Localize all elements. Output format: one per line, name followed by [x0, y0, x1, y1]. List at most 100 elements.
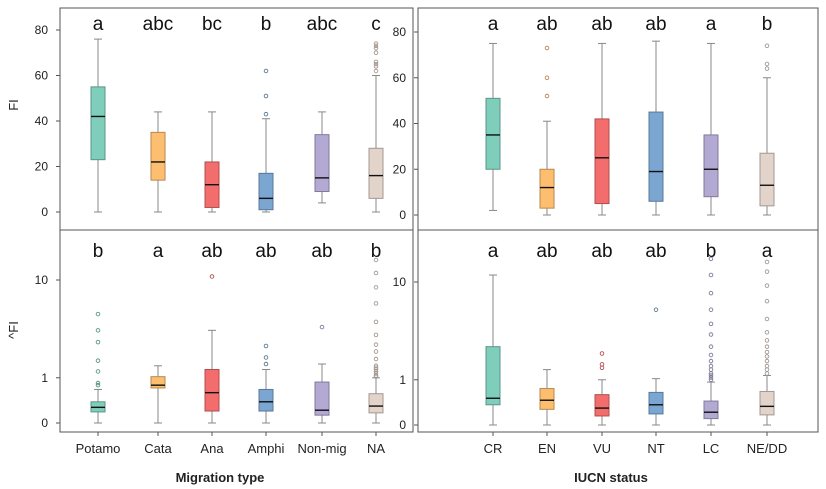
boxplot-bottom-left: 0 1 10 b Potamo a Cata ab Ana ab Amphi ab Non-mig b NA	[35, 241, 386, 456]
x-tick-label: Non-mig	[297, 441, 346, 456]
box-iqr	[703, 134, 719, 198]
box-iqr	[150, 376, 166, 389]
box-iqr	[594, 118, 610, 205]
box-cr	[485, 42, 501, 211]
significance-letter: b	[371, 241, 382, 262]
box-vu	[594, 42, 610, 216]
outlier-point	[544, 45, 550, 51]
outlier-point	[708, 256, 714, 262]
outlier-point	[373, 285, 379, 290]
outlier-point	[708, 352, 714, 358]
box-iqr	[368, 393, 384, 414]
significance-letter: a	[93, 14, 104, 35]
box-iqr	[648, 111, 664, 202]
box-non-mig	[314, 324, 330, 424]
significance-letter: a	[762, 241, 773, 262]
box-iqr	[485, 97, 501, 170]
outlier-point	[373, 64, 379, 69]
outlier-point	[373, 365, 379, 370]
outlier-point	[599, 362, 605, 367]
outlier-point	[373, 270, 379, 276]
box-iqr	[539, 388, 555, 410]
outlier-point	[708, 272, 714, 278]
outlier-point	[708, 363, 714, 369]
outlier-point	[95, 328, 101, 333]
significance-letter: c	[371, 14, 381, 35]
significance-letter: a	[706, 14, 717, 35]
outlier-point	[764, 358, 770, 364]
x-tick-label: Cata	[144, 441, 172, 456]
box-iqr	[150, 131, 166, 181]
outlier-point	[95, 339, 101, 345]
x-tick-label: NE/DD	[747, 441, 787, 456]
outlier-point	[764, 330, 770, 335]
box-en	[539, 45, 555, 216]
box-iqr	[759, 390, 775, 416]
outlier-point	[708, 307, 714, 312]
y-tick-label: 0	[399, 208, 406, 222]
y-tick-label: 0	[41, 205, 48, 219]
outlier-point	[708, 344, 714, 349]
panel-frame-top-left	[59, 7, 414, 231]
significance-letter: ab	[591, 14, 612, 35]
outlier-point	[708, 290, 714, 296]
y-tick-label: 40	[393, 117, 407, 131]
outlier-point	[373, 363, 379, 369]
significance-letter: b	[706, 241, 717, 262]
outlier-point	[764, 269, 770, 274]
box-amphi	[258, 68, 274, 213]
box-nt	[648, 40, 664, 216]
outlier-point	[764, 354, 770, 359]
outlier-point	[373, 68, 379, 74]
x-tick-label: NA	[367, 441, 385, 456]
outlier-point	[764, 61, 770, 67]
y-tick-label: 1	[399, 373, 406, 387]
box-amphi	[258, 343, 274, 424]
outlier-point	[764, 43, 770, 48]
box-ne-dd	[759, 259, 775, 426]
outlier-point	[373, 301, 379, 306]
outlier-point	[209, 274, 215, 279]
outlier-point	[373, 41, 379, 46]
outlier-point	[373, 59, 379, 65]
significance-letter: b	[762, 14, 773, 35]
box-iqr	[258, 388, 274, 412]
significance-letter: ab	[536, 14, 557, 35]
box-cata	[150, 365, 166, 424]
significance-letter: ab	[311, 241, 332, 262]
x-tick-label: Ana	[200, 441, 224, 456]
significance-letter: a	[153, 241, 164, 262]
outlier-point	[708, 321, 714, 327]
outlier-point	[95, 380, 101, 386]
x-tick-label: Amphi	[248, 441, 285, 456]
outlier-point	[764, 316, 770, 322]
outlier-point	[263, 68, 269, 74]
significance-letter: a	[488, 241, 499, 262]
outlier-point	[95, 358, 101, 363]
box-iqr	[90, 86, 106, 161]
box-iqr	[594, 394, 610, 417]
x-tick-label: EN	[538, 441, 556, 456]
box-iqr	[759, 152, 775, 207]
y-tick-label: 10	[393, 275, 407, 289]
y-tick-label: 10	[35, 273, 49, 287]
y-tick-label: 60	[393, 71, 407, 85]
significance-letter: ab	[201, 241, 222, 262]
significance-letter: bc	[202, 14, 222, 35]
boxplot-top-left: 0 20 40 60 80 a abc bc b abc c	[35, 14, 384, 219]
outlier-point	[599, 351, 605, 356]
outlier-point	[708, 373, 714, 378]
significance-letter: ab	[645, 241, 666, 262]
box-iqr	[314, 134, 330, 193]
outlier-point	[373, 50, 379, 56]
outlier-point	[653, 307, 659, 312]
outlier-point	[373, 373, 379, 378]
box-lc	[703, 42, 719, 216]
box-iqr	[703, 400, 719, 420]
box-potamo	[90, 311, 106, 424]
outlier-point	[373, 43, 379, 49]
x-tick-label: VU	[593, 441, 611, 456]
significance-letter: abc	[307, 14, 338, 35]
